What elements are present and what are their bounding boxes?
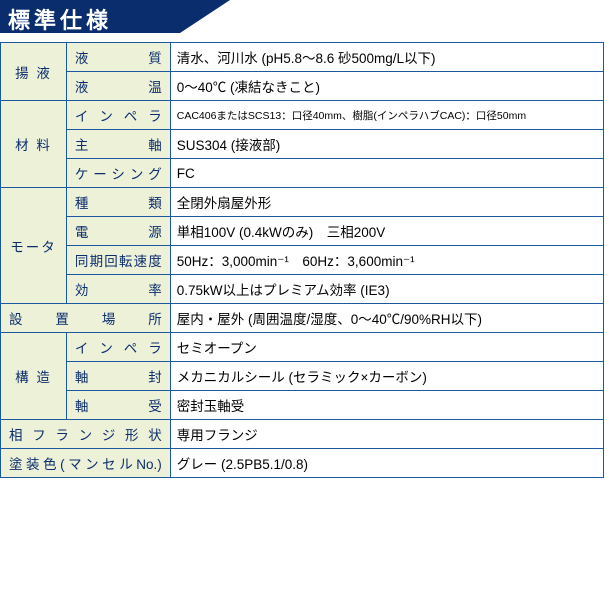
row-label-group: 揚 液 [1,43,67,101]
row-label: 電源 [66,217,170,246]
row-label: 液質 [66,43,170,72]
row-label-group: 構 造 [1,333,67,420]
row-value: FC [170,159,603,188]
row-value: 0～40℃ (凍結なきこと) [170,72,603,101]
header-title: 標準仕様 [8,3,112,35]
row-label: 主軸 [66,130,170,159]
row-value: メカニカルシール (セラミック×カーボン) [170,362,603,391]
header-triangle [180,0,230,33]
row-value: 屋内・屋外 (周囲温度/湿度、0～40℃/90%RH以下) [170,304,603,333]
row-label: 効率 [66,275,170,304]
row-label-full: 設 置 場 所 [1,304,171,333]
row-value: 全閉外扇屋外形 [170,188,603,217]
table-row: 構 造インペラセミオープン [1,333,604,362]
row-label: 同期回転速度 [66,246,170,275]
row-label-group: 材 料 [1,101,67,188]
table-row: 軸封メカニカルシール (セラミック×カーボン) [1,362,604,391]
row-label-full: 塗装色(マンセルNo.) [1,449,171,478]
section-header: 標準仕様 [0,0,604,38]
table-row: 揚 液液質清水、河川水 (pH5.8～8.6 砂500mg/L以下) [1,43,604,72]
row-value: 0.75kW以上はプレミアム効率 (IE3) [170,275,603,304]
row-value: CAC406またはSCS13：口径40mm、樹脂(インペラハブCAC)：口径50… [170,101,603,130]
table-row: 軸受密封玉軸受 [1,391,604,420]
row-value: 清水、河川水 (pH5.8～8.6 砂500mg/L以下) [170,43,603,72]
table-row: 設 置 場 所屋内・屋外 (周囲温度/湿度、0～40℃/90%RH以下) [1,304,604,333]
row-label: ケーシング [66,159,170,188]
row-label: インペラ [66,101,170,130]
row-label: 軸受 [66,391,170,420]
row-value: 50Hz：3,000min⁻¹ 60Hz：3,600min⁻¹ [170,246,603,275]
row-value: 密封玉軸受 [170,391,603,420]
table-row: 塗装色(マンセルNo.)グレー (2.5PB5.1/0.8) [1,449,604,478]
table-row: 材 料インペラCAC406またはSCS13：口径40mm、樹脂(インペラハブCA… [1,101,604,130]
row-label-group: モータ [1,188,67,304]
row-value: セミオープン [170,333,603,362]
table-row: 相フランジ形状専用フランジ [1,420,604,449]
table-row: ケーシングFC [1,159,604,188]
row-value: 専用フランジ [170,420,603,449]
row-value: SUS304 (接液部) [170,130,603,159]
row-label: 種類 [66,188,170,217]
table-row: 効率0.75kW以上はプレミアム効率 (IE3) [1,275,604,304]
row-label: 軸封 [66,362,170,391]
row-label: 液温 [66,72,170,101]
row-label: インペラ [66,333,170,362]
row-value: グレー (2.5PB5.1/0.8) [170,449,603,478]
table-row: 電源単相100V (0.4kWのみ) 三相200V [1,217,604,246]
row-label-full: 相フランジ形状 [1,420,171,449]
table-row: 同期回転速度50Hz：3,000min⁻¹ 60Hz：3,600min⁻¹ [1,246,604,275]
row-value: 単相100V (0.4kWのみ) 三相200V [170,217,603,246]
table-row: 主軸SUS304 (接液部) [1,130,604,159]
table-row: モータ種類全閉外扇屋外形 [1,188,604,217]
spec-table: 揚 液液質清水、河川水 (pH5.8～8.6 砂500mg/L以下)液温0～40… [0,42,604,478]
table-row: 液温0～40℃ (凍結なきこと) [1,72,604,101]
